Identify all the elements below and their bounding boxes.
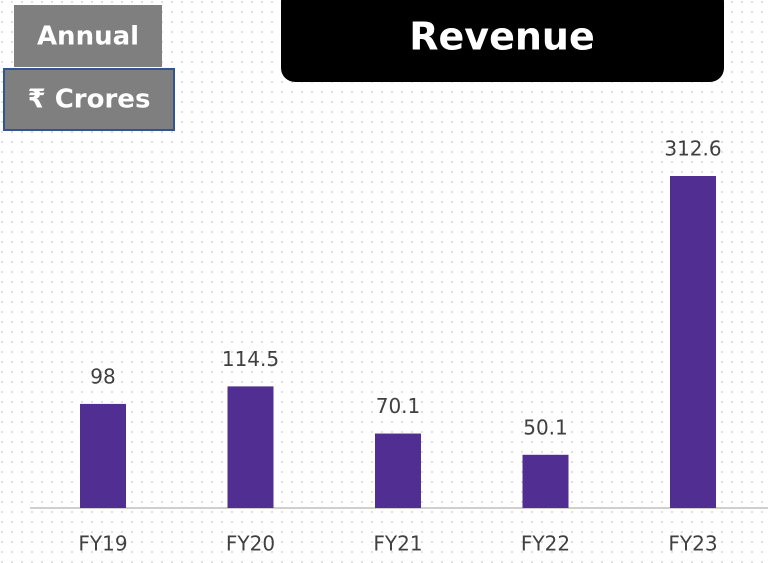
value-label: 312.6 (664, 137, 721, 161)
title-box (281, 0, 724, 82)
period-box (14, 5, 162, 67)
unit-box (3, 68, 175, 131)
chart-title: Revenue (409, 15, 594, 59)
x-tick-label: FY23 (668, 532, 717, 556)
value-label: 114.5 (222, 347, 279, 371)
value-label: 70.1 (376, 394, 421, 418)
value-label: 50.1 (523, 415, 568, 439)
bar (227, 386, 274, 508)
x-tick-label: FY19 (78, 532, 127, 556)
value-label: 98 (90, 364, 115, 388)
x-tick-label: FY20 (226, 532, 275, 556)
x-tick-label: FY22 (521, 532, 570, 556)
bar (80, 403, 126, 508)
x-tick-label: FY21 (373, 532, 422, 556)
bar (375, 433, 421, 508)
unit-label: ₹ Crores (28, 85, 151, 115)
period-label: Annual (37, 22, 139, 52)
bar (670, 176, 716, 508)
bar (522, 454, 569, 508)
